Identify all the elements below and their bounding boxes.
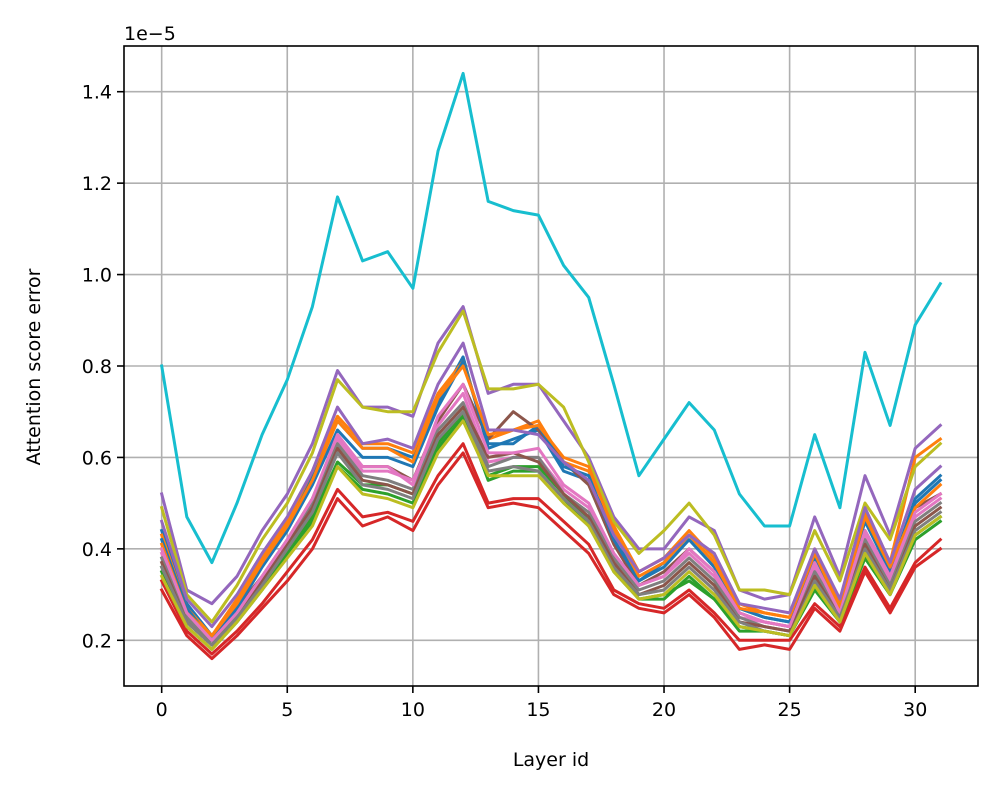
- x-axis: 0 5 10 15 20 25 30: [156, 686, 927, 721]
- series-line-16: [159, 405, 943, 647]
- series-line-12: [159, 359, 943, 642]
- y-axis-label: Attention score error: [23, 268, 45, 465]
- x-tick-label: 20: [652, 699, 676, 721]
- series-line-6: [159, 305, 943, 606]
- series-line-13: [159, 364, 943, 638]
- series-line-18: [159, 410, 943, 647]
- series-line-15: [159, 341, 943, 629]
- y-tick-label: 0.2: [82, 630, 112, 652]
- series-line-19: [159, 419, 943, 651]
- x-axis-label: Layer id: [513, 749, 589, 771]
- y-tick-label: 0.4: [82, 539, 112, 561]
- series-line-17: [159, 382, 943, 642]
- y-offset-label: 1e−5: [124, 23, 176, 45]
- x-tick-label: 0: [156, 699, 168, 721]
- y-tick-label: 1.4: [82, 82, 112, 104]
- x-tick-label: 10: [401, 699, 425, 721]
- series-line-5: [159, 442, 943, 656]
- y-axis: 0.2 0.4 0.6 0.8 1.0 1.2 1.4: [82, 82, 124, 652]
- y-tick-label: 0.8: [82, 356, 112, 378]
- series-line-11: [159, 71, 943, 565]
- y-tick-label: 1.2: [82, 173, 112, 195]
- y-tick-label: 0.6: [82, 447, 112, 469]
- series-line-4: [159, 451, 943, 661]
- x-tick-label: 5: [281, 699, 293, 721]
- x-tick-label: 25: [778, 699, 802, 721]
- series-line-10: [159, 309, 943, 624]
- x-tick-label: 15: [526, 699, 550, 721]
- x-tick-label: 30: [903, 699, 927, 721]
- y-tick-label: 1.0: [82, 265, 112, 287]
- series-lines: [159, 71, 943, 661]
- grid: [124, 46, 978, 686]
